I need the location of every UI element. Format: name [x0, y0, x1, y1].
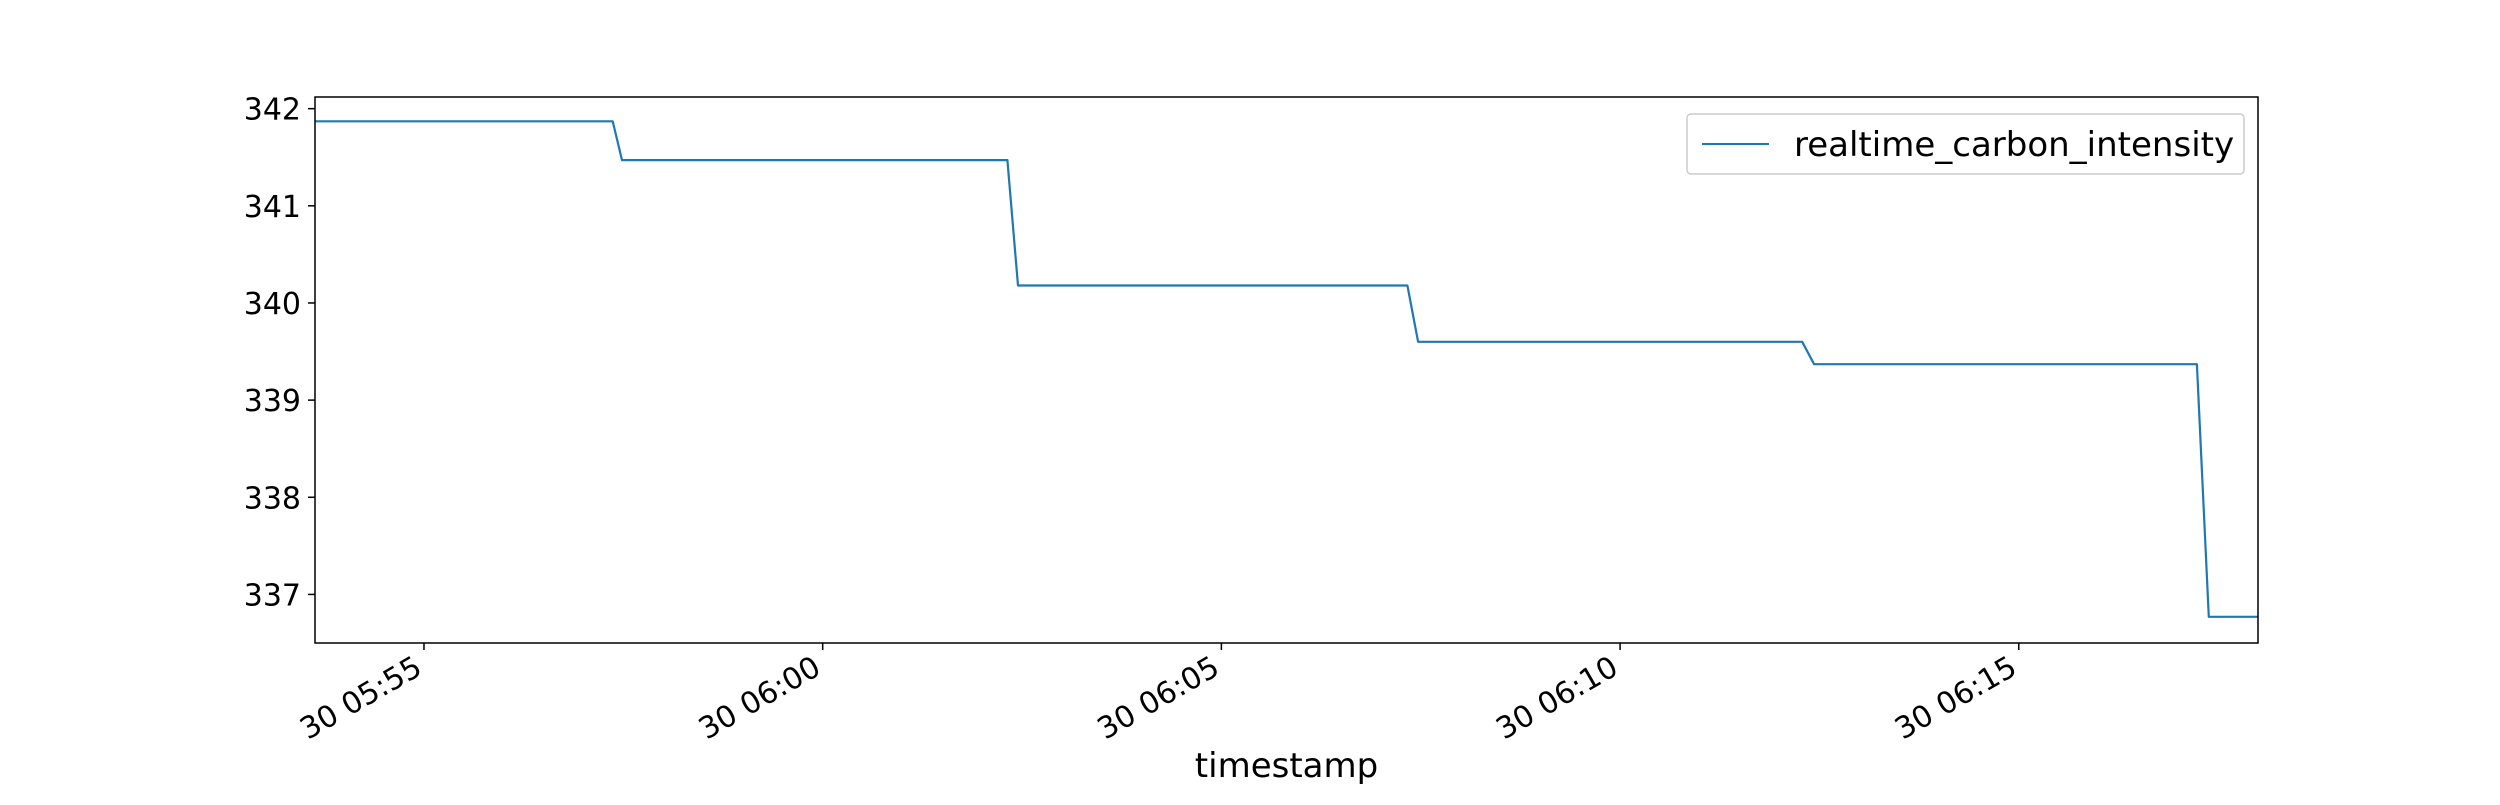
plot-frame — [314, 96, 2259, 644]
y-tick-label: 339 — [244, 384, 301, 419]
legend-label-realtime-carbon-intensity: realtime_carbon_intensity — [1794, 125, 2234, 165]
y-axis: 337 338 339 340 341 342 — [244, 93, 315, 613]
series-line-realtime-carbon-intensity — [315, 120, 2258, 618]
x-tick-label: 30 06:00 — [693, 650, 827, 747]
x-tick-label: 30 06:15 — [1889, 650, 2023, 747]
y-tick-label: 337 — [244, 578, 301, 613]
series-layer — [315, 120, 2258, 618]
x-axis: 30 05:55 30 06:00 30 06:05 30 06:10 30 06:15 — [294, 643, 2023, 747]
y-tick-label: 338 — [244, 481, 301, 516]
legend-box — [1686, 113, 2245, 175]
x-tick-label: 30 06:05 — [1092, 650, 1226, 747]
x-tick-label: 30 06:10 — [1490, 650, 1624, 747]
y-tick-label: 342 — [244, 93, 301, 128]
y-tick-label: 340 — [244, 287, 301, 322]
legend: realtime_carbon_intensity — [1686, 113, 2245, 175]
x-axis-title: timestamp — [1195, 746, 1378, 786]
y-tick-label: 341 — [244, 190, 301, 225]
x-tick-label: 30 05:55 — [294, 650, 428, 747]
